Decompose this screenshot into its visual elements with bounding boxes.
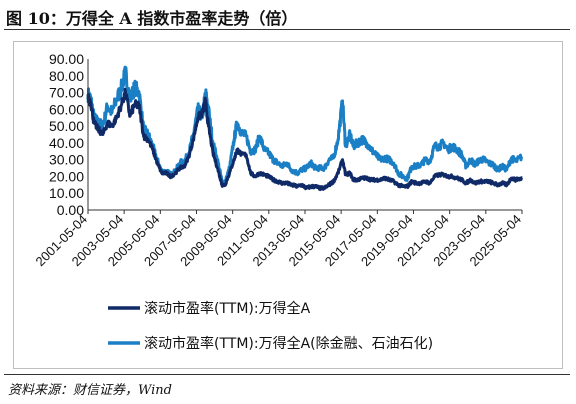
legend-label-2: 滚动市盈率(TTM):万得全A(除金融、石油石化)	[144, 335, 433, 352]
y-tick-label: 10.00	[49, 185, 84, 201]
source-note: 资料来源：财信证券，Wind	[8, 383, 172, 398]
source-divider	[4, 374, 570, 375]
legend-label-1: 滚动市盈率(TTM):万得全A	[144, 300, 311, 317]
y-tick-label: 70.00	[49, 85, 84, 101]
figure-title: 图 10：万得全 A 指数市盈率走势（倍）	[6, 9, 298, 28]
chart-frame	[13, 41, 563, 369]
y-tick-label: 30.00	[49, 152, 84, 168]
series-line-2	[86, 65, 523, 186]
title-divider	[4, 29, 570, 30]
series-line-1	[86, 87, 523, 192]
y-tick-label: 0.00	[57, 202, 84, 218]
y-tick-label: 40.00	[49, 135, 84, 151]
y-tick-label: 60.00	[49, 101, 84, 117]
y-tick-label: 90.00	[49, 51, 84, 67]
y-tick-label: 20.00	[49, 168, 84, 184]
y-tick-label: 50.00	[49, 118, 84, 134]
y-tick-label: 80.00	[49, 68, 84, 84]
